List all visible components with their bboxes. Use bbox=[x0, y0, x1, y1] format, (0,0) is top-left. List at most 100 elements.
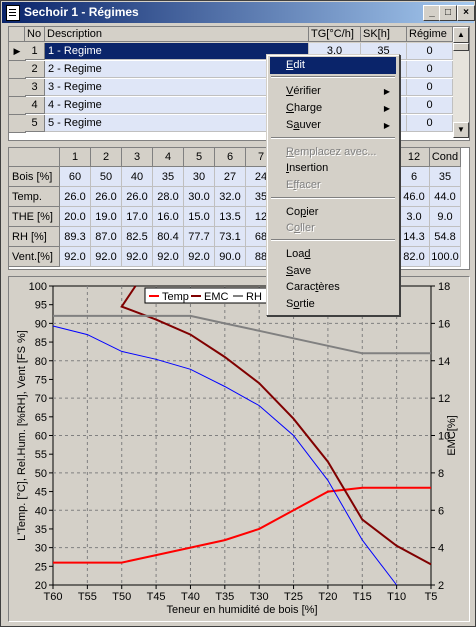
header-no[interactable]: No bbox=[25, 27, 45, 42]
params-cell[interactable]: 30.0 bbox=[184, 187, 215, 207]
params-cell[interactable]: 73.1 bbox=[215, 227, 246, 247]
menu-item-edit[interactable]: Edit bbox=[270, 57, 396, 74]
close-button[interactable]: × bbox=[457, 5, 475, 21]
scroll-down-button[interactable]: ▼ bbox=[453, 122, 469, 138]
params-cell[interactable]: 90.0 bbox=[215, 247, 246, 267]
menu-item-load[interactable]: Load bbox=[286, 248, 311, 260]
params-cell[interactable]: 92.0 bbox=[153, 247, 184, 267]
regimes-grid[interactable]: No Description TG[°C/h] SK[h] Régime ▶ 1 1… bbox=[8, 26, 470, 141]
params-cell[interactable]: 82.5 bbox=[122, 227, 153, 247]
params-cell[interactable]: 60 bbox=[60, 167, 91, 187]
params-cell[interactable]: 35 bbox=[153, 167, 184, 187]
regimes-scrollbar[interactable]: ▲ ▼ bbox=[453, 27, 469, 138]
header-regime[interactable]: Régime bbox=[407, 27, 453, 42]
params-cell[interactable]: 89.3 bbox=[60, 227, 91, 247]
row-no: 5 bbox=[25, 115, 45, 132]
scroll-up-button[interactable]: ▲ bbox=[453, 27, 469, 43]
params-cell[interactable]: 100.0 bbox=[430, 247, 461, 267]
row-regime[interactable]: 0 bbox=[407, 79, 453, 96]
row-description[interactable]: 4 - Regime bbox=[45, 97, 309, 114]
row-description[interactable]: 5 - Regime bbox=[45, 115, 309, 132]
params-cell[interactable]: 28.0 bbox=[153, 187, 184, 207]
params-cell[interactable]: 27 bbox=[215, 167, 246, 187]
row-description[interactable]: 3 - Regime bbox=[45, 79, 309, 96]
y2-tick-label: 12 bbox=[438, 393, 450, 405]
menu-item-save[interactable]: Save bbox=[286, 265, 312, 277]
params-grid[interactable]: 1 2 3 4 5 6 7 12 Cond Bois [%] 60 50 40 35 30 27 24 6 35 Te… bbox=[8, 147, 470, 270]
y-tick-label: 50 bbox=[35, 468, 47, 480]
row-indicator[interactable]: ▶ bbox=[9, 43, 26, 61]
row-regime[interactable]: 0 bbox=[407, 115, 453, 132]
row-indicator[interactable] bbox=[9, 61, 26, 79]
y-tick-label: 75 bbox=[35, 374, 47, 386]
params-col-header[interactable]: 2 bbox=[91, 148, 122, 167]
menu-item-charge[interactable]: Charge ▶ bbox=[270, 100, 396, 117]
params-cell[interactable]: 26.0 bbox=[60, 187, 91, 207]
params-cell[interactable]: 87.0 bbox=[91, 227, 122, 247]
params-cell[interactable]: 35 bbox=[430, 167, 461, 187]
params-cell[interactable]: 77.7 bbox=[184, 227, 215, 247]
params-cell[interactable]: 15.0 bbox=[184, 207, 215, 227]
title-bar[interactable]: Sechoir 1 - Régimes _ □ × bbox=[2, 2, 475, 23]
menu-item-copier[interactable]: Copier bbox=[286, 206, 319, 218]
y-tick-label: 65 bbox=[35, 412, 47, 424]
scroll-thumb[interactable] bbox=[453, 43, 469, 51]
params-cell[interactable]: 19.0 bbox=[91, 207, 122, 227]
params-cell[interactable]: 44.0 bbox=[430, 187, 461, 207]
row-regime[interactable]: 0 bbox=[407, 43, 453, 60]
row-description[interactable]: 1 - Regime bbox=[45, 43, 309, 60]
params-cell[interactable]: 92.0 bbox=[91, 247, 122, 267]
x-tick-label: T30 bbox=[250, 591, 269, 603]
params-cell[interactable]: 46.0 bbox=[399, 187, 430, 207]
params-cell[interactable]: 26.0 bbox=[122, 187, 153, 207]
params-cell[interactable]: 17.0 bbox=[122, 207, 153, 227]
params-cell[interactable]: 14.3 bbox=[399, 227, 430, 247]
params-cell[interactable]: 92.0 bbox=[184, 247, 215, 267]
x-tick-label: T40 bbox=[181, 591, 200, 603]
params-cell[interactable]: 6 bbox=[399, 167, 430, 187]
params-cell[interactable]: 13.5 bbox=[215, 207, 246, 227]
y-tick-label: 55 bbox=[35, 449, 47, 461]
row-indicator[interactable] bbox=[9, 115, 26, 133]
header-sk[interactable]: SK[h] bbox=[361, 27, 407, 42]
params-col-header[interactable]: 5 bbox=[184, 148, 215, 167]
params-cell[interactable]: 54.8 bbox=[430, 227, 461, 247]
menu-item-remplacez-avec: Remplacez avec... bbox=[286, 146, 377, 158]
menu-item-sortie[interactable]: Sortie bbox=[286, 298, 315, 310]
y-tick-label: 85 bbox=[35, 337, 47, 349]
params-cell[interactable]: 50 bbox=[91, 167, 122, 187]
params-cell[interactable]: 16.0 bbox=[153, 207, 184, 227]
params-col-header[interactable]: Cond bbox=[430, 148, 461, 167]
params-col-header[interactable]: 6 bbox=[215, 148, 246, 167]
params-col-header[interactable]: 3 bbox=[122, 148, 153, 167]
params-cell[interactable]: 32.0 bbox=[215, 187, 246, 207]
menu-item-sauver[interactable]: Sauver ▶ bbox=[270, 117, 396, 134]
x-tick-label: T20 bbox=[318, 591, 337, 603]
menu-item-vérifier[interactable]: Vérifier ▶ bbox=[270, 83, 396, 100]
header-description[interactable]: Description bbox=[45, 27, 309, 42]
params-col-header[interactable]: 4 bbox=[153, 148, 184, 167]
params-cell[interactable]: 20.0 bbox=[60, 207, 91, 227]
params-cell[interactable]: 26.0 bbox=[91, 187, 122, 207]
series-line-temp bbox=[53, 486, 431, 564]
menu-item-caract-res[interactable]: Caractères bbox=[286, 281, 340, 293]
maximize-button[interactable]: □ bbox=[439, 5, 457, 21]
row-regime[interactable]: 0 bbox=[407, 61, 453, 78]
params-cell[interactable]: 82.0 bbox=[399, 247, 430, 267]
params-cell[interactable]: 92.0 bbox=[122, 247, 153, 267]
params-cell[interactable]: 40 bbox=[122, 167, 153, 187]
params-cell[interactable]: 92.0 bbox=[60, 247, 91, 267]
params-cell[interactable]: 80.4 bbox=[153, 227, 184, 247]
params-col-header[interactable]: 1 bbox=[60, 148, 91, 167]
header-tg[interactable]: TG[°C/h] bbox=[309, 27, 361, 42]
row-indicator[interactable] bbox=[9, 79, 26, 97]
series-line-blue bbox=[52, 325, 397, 586]
params-cell[interactable]: 3.0 bbox=[399, 207, 430, 227]
row-regime[interactable]: 0 bbox=[407, 97, 453, 114]
row-indicator[interactable] bbox=[9, 97, 26, 115]
y2-tick-label: 8 bbox=[438, 468, 444, 480]
params-col-header[interactable]: 12 bbox=[399, 148, 430, 167]
params-cell[interactable]: 30 bbox=[184, 167, 215, 187]
params-cell[interactable]: 9.0 bbox=[430, 207, 461, 227]
menu-item-insertion[interactable]: Insertion bbox=[286, 162, 329, 174]
